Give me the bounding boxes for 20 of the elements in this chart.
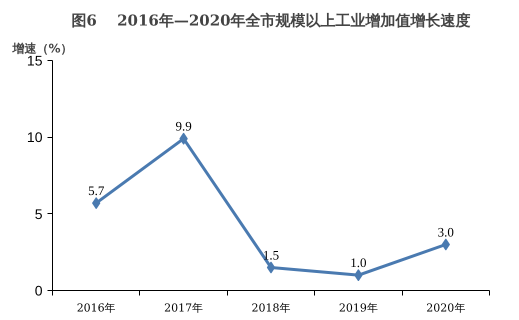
point [266, 262, 276, 274]
point [179, 132, 188, 145]
x-tick-label: 2016年 [76, 302, 116, 314]
y-tick-label: 15 [26, 52, 43, 68]
data-label: 5.7 [88, 183, 105, 198]
y-tick-label: 10 [26, 129, 43, 146]
y-tick-label: 5 [34, 206, 43, 222]
y-axis-title: 增速（%） [12, 42, 73, 56]
y-tick-label: 0 [34, 282, 43, 298]
data-label: 1.0 [350, 255, 367, 270]
point [442, 238, 450, 250]
chart-title: 图6 2016年—2020年全市规模以上工业增加值增长速度 [71, 12, 471, 30]
data-label: 1.5 [262, 248, 280, 262]
data-label: 9.9 [175, 118, 192, 134]
point [354, 269, 363, 282]
x-tick-label: 2017年 [164, 302, 204, 314]
x-tick-label: 2019年 [338, 302, 378, 314]
x-tick-label: 2020年 [426, 302, 466, 314]
data-label: 3.0 [438, 224, 454, 240]
x-tick-label: 2018年 [252, 302, 291, 314]
